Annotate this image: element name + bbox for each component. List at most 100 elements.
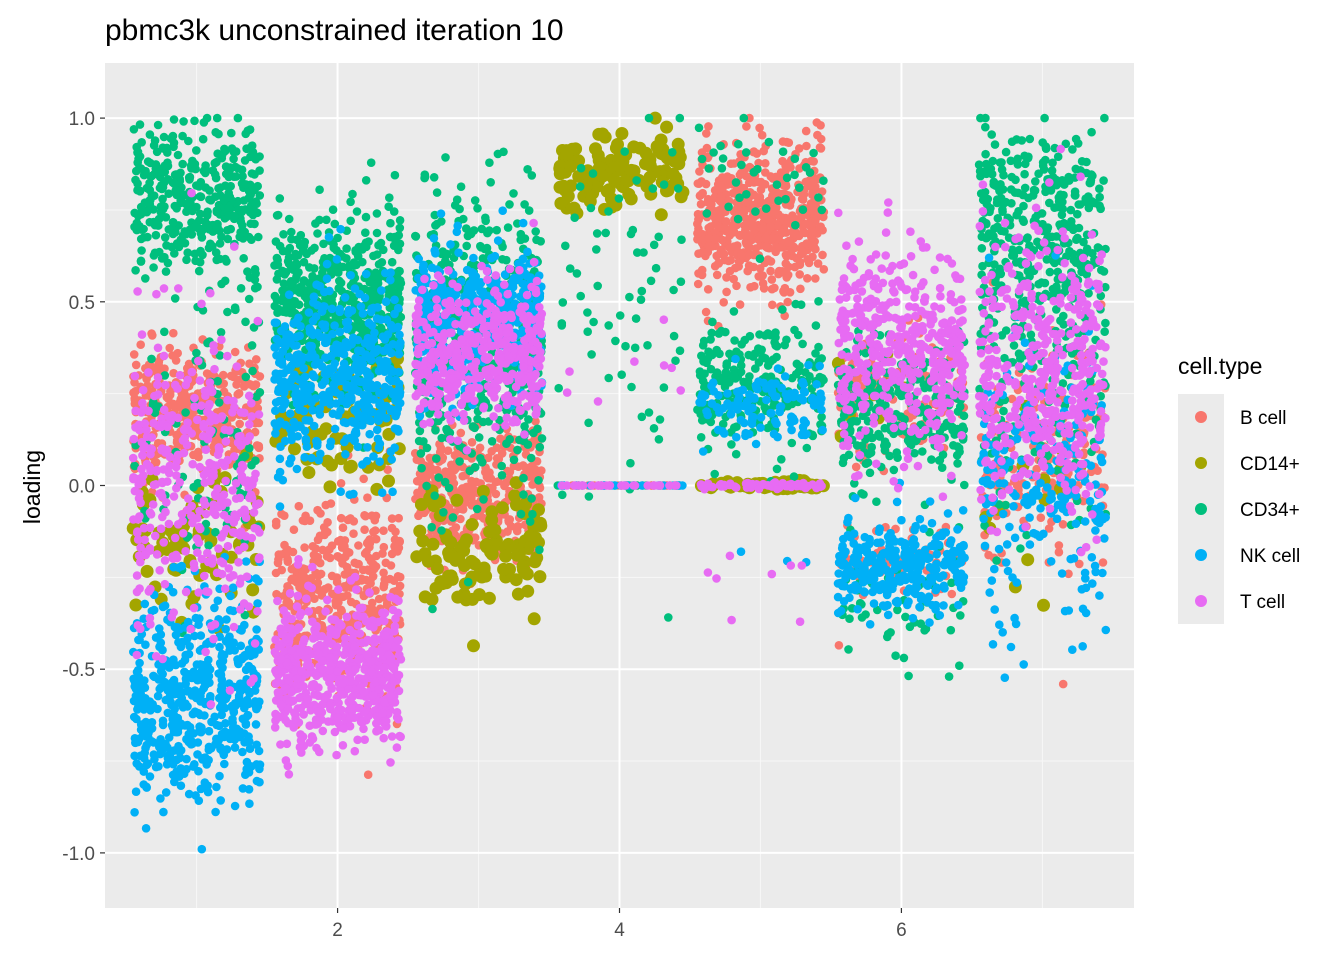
data-point — [809, 148, 818, 158]
data-point — [768, 300, 777, 310]
data-point — [1100, 327, 1109, 337]
data-point — [601, 228, 610, 238]
data-point — [981, 122, 990, 132]
data-point — [173, 150, 183, 160]
data-point — [157, 184, 167, 194]
data-point — [763, 361, 773, 370]
data-point — [230, 445, 239, 455]
data-point — [170, 294, 180, 303]
data-point — [323, 480, 337, 494]
data-point — [148, 331, 157, 340]
data-point — [334, 598, 343, 607]
data-point — [798, 205, 808, 214]
data-point — [450, 201, 460, 210]
data-point — [1054, 541, 1064, 550]
data-point — [206, 239, 215, 249]
data-point — [140, 564, 154, 578]
data-point — [720, 255, 729, 265]
data-point — [880, 445, 890, 455]
data-point — [737, 160, 746, 170]
data-point — [181, 229, 191, 239]
data-point — [483, 525, 497, 539]
data-point — [318, 545, 328, 555]
data-point — [531, 227, 540, 236]
data-point — [160, 327, 169, 337]
data-point — [151, 458, 161, 467]
data-point — [379, 568, 388, 578]
data-point — [802, 141, 811, 151]
data-point — [199, 166, 209, 176]
data-point — [564, 159, 578, 173]
data-point — [389, 207, 399, 216]
data-point — [226, 181, 235, 191]
data-point — [467, 639, 480, 653]
data-point — [751, 207, 760, 216]
data-point — [1057, 210, 1067, 220]
data-point — [371, 562, 381, 571]
data-point — [131, 175, 140, 185]
data-point — [668, 148, 677, 157]
data-point — [817, 205, 827, 215]
data-point — [703, 285, 713, 294]
data-point — [1066, 205, 1076, 215]
data-point — [279, 230, 288, 239]
data-point — [417, 463, 426, 473]
data-point — [420, 172, 430, 181]
data-point — [896, 412, 906, 421]
data-point — [457, 559, 471, 572]
data-point — [675, 346, 685, 356]
data-point — [883, 629, 893, 639]
data-point — [627, 382, 636, 392]
data-point — [486, 474, 496, 483]
data-point — [194, 452, 203, 462]
data-point — [625, 292, 634, 302]
data-point — [192, 348, 201, 358]
data-point — [491, 489, 501, 499]
data-point — [745, 261, 754, 271]
data-point — [379, 542, 389, 552]
data-point — [169, 115, 179, 124]
data-point — [758, 271, 767, 280]
data-point — [596, 169, 609, 183]
data-point — [315, 185, 324, 194]
data-point — [136, 257, 146, 266]
data-point — [432, 454, 441, 463]
data-point — [792, 253, 801, 263]
data-point — [811, 321, 821, 330]
data-point — [749, 190, 759, 200]
data-point — [141, 274, 150, 283]
data-point — [1098, 558, 1108, 567]
data-point — [511, 587, 525, 601]
data-point — [486, 178, 496, 187]
data-point — [516, 509, 526, 519]
data-point — [557, 321, 567, 330]
data-point — [456, 182, 466, 191]
data-point — [414, 436, 424, 446]
data-point — [575, 182, 585, 191]
data-point — [808, 227, 817, 236]
data-point — [450, 493, 464, 507]
data-point — [214, 184, 223, 193]
data-point — [1058, 679, 1068, 689]
data-point — [458, 505, 468, 514]
data-point — [456, 428, 466, 438]
data-point — [753, 177, 762, 187]
data-point — [243, 126, 253, 135]
data-point — [315, 215, 324, 225]
data-point — [553, 167, 567, 181]
data-point — [163, 258, 173, 268]
data-point — [724, 202, 733, 212]
data-point — [796, 284, 805, 294]
data-point — [252, 199, 261, 208]
data-point — [475, 443, 485, 453]
data-point — [714, 329, 724, 338]
data-point — [697, 351, 706, 361]
data-point — [712, 270, 722, 280]
data-point — [613, 160, 627, 173]
data-point — [315, 558, 325, 568]
data-point — [385, 193, 394, 202]
data-point — [237, 207, 247, 217]
data-point — [271, 520, 281, 530]
data-point — [801, 177, 811, 187]
data-point — [742, 122, 751, 131]
